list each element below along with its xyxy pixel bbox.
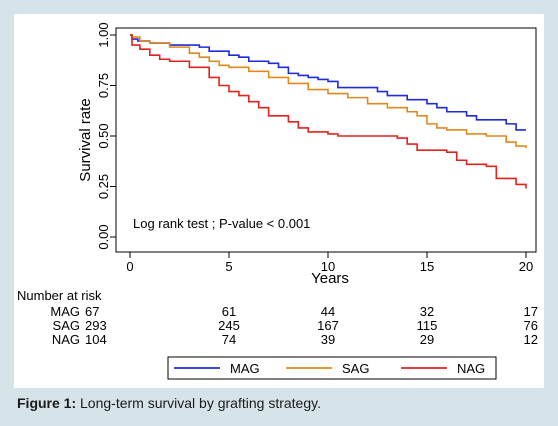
y-tick-label: 0.25 (96, 174, 111, 199)
logrank-annotation: Log rank test ; P-value < 0.001 (133, 216, 310, 231)
legend: MAG SAG NAG (174, 361, 485, 376)
figure-caption: Figure 1: Long-term survival by grafting… (17, 395, 542, 411)
legend-label-mag: MAG (230, 361, 260, 376)
risk-count: 67 (85, 304, 99, 319)
x-tick-label: 0 (126, 259, 133, 274)
risk-count: 293 (85, 318, 107, 333)
caption-text: Long-term survival by grafting strategy. (80, 395, 321, 411)
risk-count: 39 (321, 332, 335, 347)
curve-sag (130, 34, 527, 149)
legend-label-nag: NAG (457, 361, 485, 376)
risk-group-label: MAG (50, 304, 80, 319)
risk-count: 17 (524, 304, 538, 319)
risk-count: 74 (222, 332, 236, 347)
legend-label-sag: SAG (342, 361, 369, 376)
curve-mag (130, 34, 526, 131)
x-tick-label: 5 (225, 259, 232, 274)
risk-count: 115 (417, 318, 438, 333)
risk-count: 12 (524, 332, 538, 347)
x-tick-label: 10 (321, 259, 335, 274)
x-tick-label: 15 (420, 259, 434, 274)
risk-count: 76 (524, 318, 538, 333)
risk-table-header: Number at risk (17, 288, 102, 303)
risk-count: 32 (420, 304, 434, 319)
risk-count: 167 (317, 318, 339, 333)
risk-count: 61 (222, 304, 236, 319)
x-ticks: 0 5 10 15 20 (126, 252, 533, 274)
figure-panel: 0.00 0.25 0.50 0.75 1.00 Survival rate 0 5 10 1… (14, 14, 544, 388)
survival-curves (130, 34, 527, 189)
curve-nag (130, 34, 527, 189)
risk-count: 44 (321, 304, 335, 319)
risk-count: 245 (218, 318, 240, 333)
caption-label: Figure 1: (17, 395, 77, 411)
risk-table: MAG 67 61 44 32 17 SAG 293 245 167 115 76 NAG 104 74 39… (50, 304, 538, 347)
y-axis-title: Survival rate (77, 98, 94, 181)
risk-group-label: NAG (52, 332, 80, 347)
x-tick-label: 20 (519, 259, 533, 274)
risk-count: 104 (85, 332, 107, 347)
risk-count: 29 (420, 332, 434, 347)
x-axis-title: Years (311, 270, 349, 287)
survival-chart: 0.00 0.25 0.50 0.75 1.00 Survival rate 0 5 10 1… (17, 22, 538, 380)
y-tick-label: 1.00 (96, 22, 111, 47)
y-ticks: 0.00 0.25 0.50 0.75 1.00 (96, 22, 116, 250)
risk-group-label: SAG (53, 318, 80, 333)
y-tick-label: 0.00 (96, 224, 111, 249)
y-tick-label: 0.75 (96, 73, 111, 98)
y-tick-label: 0.50 (96, 123, 111, 148)
